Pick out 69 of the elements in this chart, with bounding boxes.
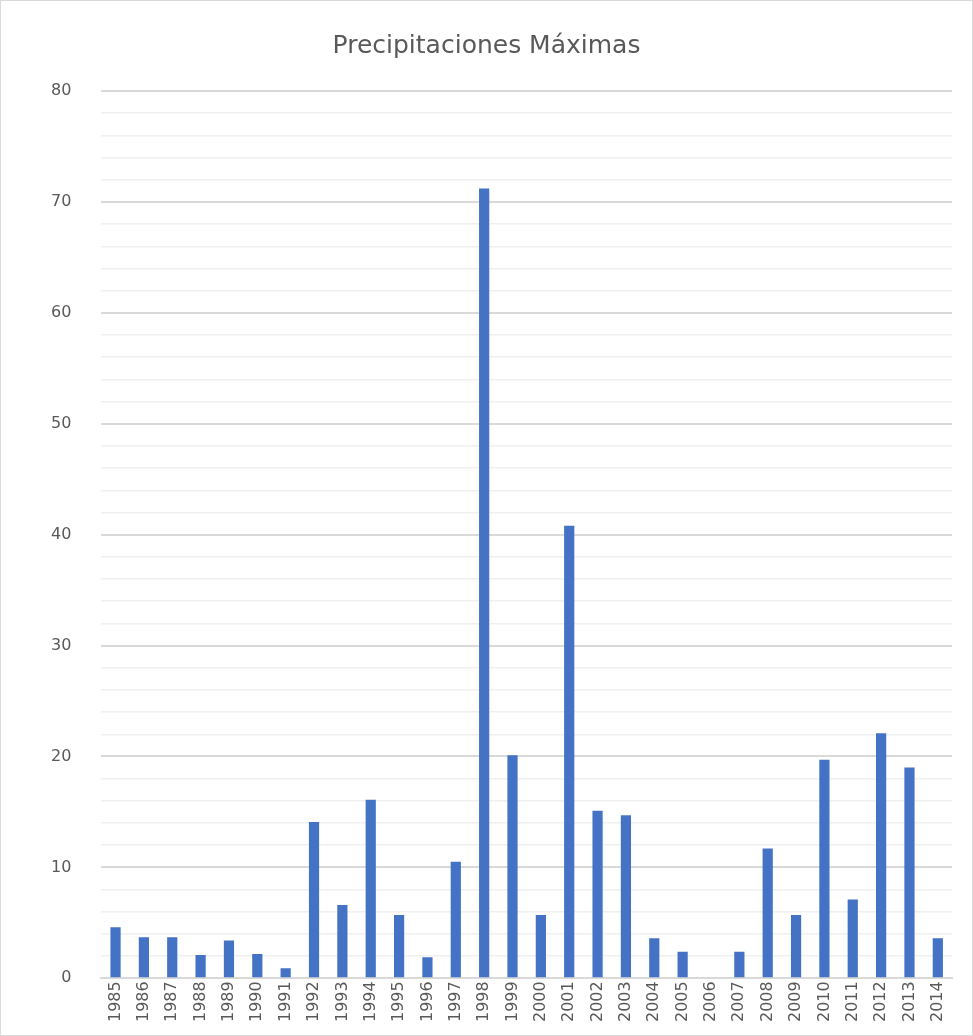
bar	[649, 938, 660, 978]
x-tick-label: 1987	[161, 981, 181, 1022]
x-tick-label: 1985	[104, 981, 124, 1022]
x-tick-label: 2007	[728, 981, 748, 1022]
y-tick-label: 80	[51, 80, 72, 100]
x-tick-label: 1997	[444, 981, 464, 1022]
x-tick-label: 1988	[189, 981, 209, 1022]
bar	[876, 733, 887, 978]
y-tick-label: 20	[51, 745, 72, 765]
bar	[762, 848, 773, 978]
y-tick-label: 40	[51, 523, 72, 543]
bar	[819, 759, 830, 978]
x-tick-label: 1993	[331, 981, 351, 1022]
x-tick-label: 2011	[841, 981, 861, 1022]
x-tick-label: 1989	[218, 981, 238, 1022]
bar	[564, 525, 575, 978]
bar	[422, 957, 433, 978]
x-tick-label: 1992	[303, 981, 323, 1022]
bar	[677, 951, 688, 978]
x-tick-label: 1999	[501, 981, 521, 1022]
x-tick-label: 2002	[586, 981, 606, 1022]
bar	[337, 905, 348, 978]
bar	[592, 810, 603, 978]
y-tick-label: 10	[51, 856, 72, 876]
y-tick-label: 60	[51, 301, 72, 321]
x-tick-label: 1986	[133, 981, 153, 1022]
bar	[734, 951, 745, 978]
x-tick-label: 2010	[813, 981, 833, 1022]
bar	[308, 821, 320, 978]
y-tick-label: 30	[51, 634, 72, 654]
x-tick-label: 2003	[615, 981, 635, 1022]
bar	[167, 937, 178, 978]
bar	[535, 915, 546, 978]
x-tick-label: 1998	[473, 981, 493, 1022]
bar	[450, 861, 461, 978]
x-tick-label: 2012	[870, 981, 890, 1022]
y-tick-label: 0	[61, 967, 72, 987]
bar	[507, 755, 518, 978]
x-tick-label: 1995	[388, 981, 408, 1022]
x-tick-label: 2001	[558, 981, 578, 1022]
bar	[365, 799, 376, 978]
bar	[138, 937, 149, 978]
bar	[847, 899, 858, 978]
x-tick-label: 2013	[898, 981, 918, 1022]
y-tick-label: 70	[51, 191, 72, 211]
x-tick-label: 2014	[926, 981, 946, 1022]
x-tick-label: 1991	[274, 981, 294, 1022]
bar	[790, 915, 802, 978]
bar	[110, 927, 121, 978]
bar	[252, 953, 263, 978]
x-tick-label: 2005	[671, 981, 691, 1022]
bar	[932, 938, 943, 978]
bar	[195, 954, 206, 978]
bar	[280, 968, 291, 978]
x-tick-label: 2009	[785, 981, 805, 1022]
x-tick-label: 2000	[530, 981, 550, 1022]
chart-title: Precipitaciones Máximas	[332, 29, 641, 59]
x-tick-label: 1996	[416, 981, 436, 1022]
x-tick-label: 2008	[756, 981, 776, 1022]
x-tick-label: 1990	[246, 981, 266, 1022]
x-tick-label: 2006	[700, 981, 720, 1022]
x-tick-label: 1994	[359, 981, 379, 1022]
bar	[393, 915, 405, 978]
y-tick-label: 50	[51, 412, 72, 432]
bar	[479, 188, 490, 978]
bar	[904, 767, 915, 978]
bar	[620, 815, 632, 978]
bar	[223, 940, 235, 978]
x-tick-label: 2004	[643, 981, 663, 1022]
